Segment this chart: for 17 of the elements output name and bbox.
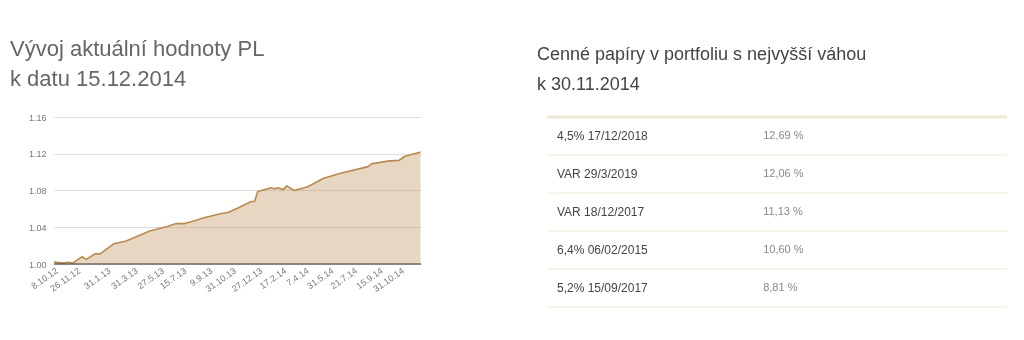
y-tick-label: 1.04 xyxy=(28,222,47,233)
text: 12,69 % xyxy=(763,129,804,141)
text: 8,81 % xyxy=(763,281,798,293)
text: 10,60 % xyxy=(763,243,804,255)
text: Cenné papíry v portfoliu s nejvyšší váhou k 30.11.2014 xyxy=(537,43,867,94)
text: 11,13 % xyxy=(763,205,803,217)
chart-title: Vývoj aktuální hodnoty PL k datu 15.12.2014 xyxy=(10,36,265,91)
y-tick-label: 1.12 xyxy=(28,149,47,160)
category-label: VAR 18/12/2017 xyxy=(557,205,645,219)
text: 12,06 % xyxy=(763,167,804,179)
y-tick-label: 1.16 xyxy=(28,112,47,123)
y-tick-label: 1.08 xyxy=(28,186,47,196)
category-label: VAR 29/3/2019 xyxy=(557,167,638,181)
category-label: 5,2% 15/09/2017 xyxy=(557,281,649,295)
y-tick-label: 1.00 xyxy=(28,259,47,270)
category-label: 4,5% 17/12/2018 xyxy=(557,129,649,143)
category-label: 6,4% 06/02/2015 xyxy=(557,243,649,257)
